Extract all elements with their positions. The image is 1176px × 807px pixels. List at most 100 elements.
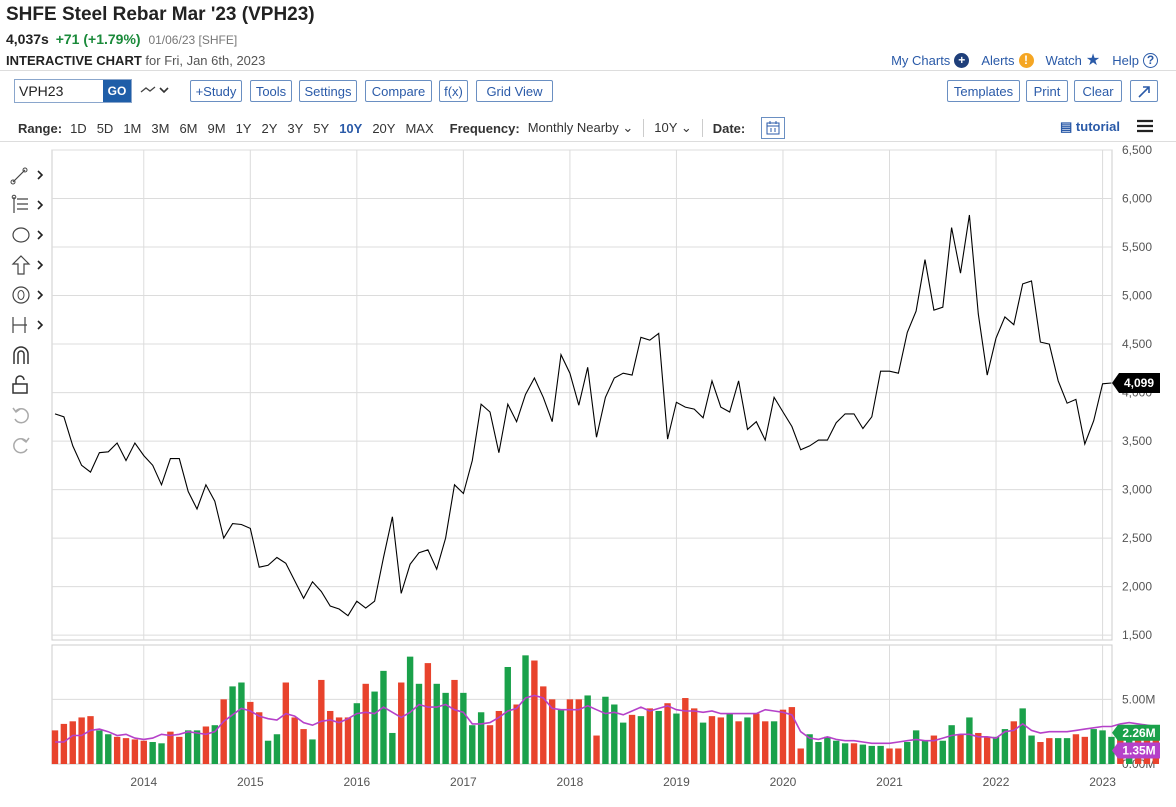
volume-bar <box>1010 721 1017 764</box>
settings-button[interactable]: Settings <box>299 80 357 102</box>
templates-button[interactable]: Templates <box>947 80 1020 102</box>
clear-button[interactable]: Clear <box>1074 80 1122 102</box>
x-tick-label: 2016 <box>343 775 370 789</box>
expand-button[interactable] <box>1130 80 1158 102</box>
range-button-10y[interactable]: 10Y <box>339 120 363 136</box>
compare-button[interactable]: Compare <box>365 80 432 102</box>
label-tool[interactable] <box>10 284 44 306</box>
fib-tool[interactable] <box>10 194 44 216</box>
volume-bar <box>78 717 85 764</box>
fx-button[interactable]: f(x) <box>439 80 468 102</box>
range-button-1d[interactable]: 1D <box>70 120 87 136</box>
volume-bar <box>380 670 387 764</box>
tutorial-link[interactable]: ▤ tutorial <box>1060 119 1120 134</box>
symbol-input[interactable] <box>15 80 103 102</box>
go-button[interactable]: GO <box>103 80 131 102</box>
redo-tool[interactable] <box>10 434 44 456</box>
magnet-tool[interactable] <box>10 344 44 366</box>
range-button-3m[interactable]: 3M <box>151 120 170 136</box>
chart-type-dropdown[interactable] <box>140 82 172 101</box>
volume-bar <box>815 742 822 764</box>
volume-bar <box>735 721 742 764</box>
range-button-9m[interactable]: 9M <box>207 120 226 136</box>
volume-bar <box>140 740 147 764</box>
shape-tool[interactable] <box>10 224 44 246</box>
volume-bar <box>406 656 414 764</box>
volume-bar <box>983 736 991 764</box>
undo-tool[interactable] <box>10 404 44 426</box>
volume-bar <box>300 729 307 764</box>
range-button-1m[interactable]: 1M <box>123 120 142 136</box>
divider <box>643 119 645 137</box>
range-button-20y[interactable]: 20Y <box>372 120 396 136</box>
volume-bar <box>220 699 227 764</box>
volume-bar <box>486 725 494 764</box>
volume-average-tag-label: 1.35M <box>1122 744 1155 758</box>
price-tick-label: 1,500 <box>1122 628 1152 642</box>
volume-bar <box>229 686 236 764</box>
volume-bar <box>398 682 405 764</box>
alerts-link[interactable]: Alerts! <box>981 52 1034 68</box>
my-charts-link[interactable]: My Charts + <box>891 52 970 68</box>
volume-bar <box>87 716 94 764</box>
volume-bar <box>273 734 281 764</box>
volume-bar <box>1081 736 1089 764</box>
tools-button[interactable]: Tools <box>250 80 292 102</box>
volume-bar <box>628 714 636 764</box>
range-button-3y[interactable]: 3Y <box>287 120 304 136</box>
volume-bar <box>637 716 645 764</box>
price-tick-label: 3,000 <box>1122 483 1152 497</box>
volume-bar <box>51 730 59 764</box>
range-button-6m[interactable]: 6M <box>179 120 198 136</box>
volume-bar <box>682 698 689 764</box>
x-tick-label: 2022 <box>983 775 1010 789</box>
calendar-button[interactable] <box>761 117 786 139</box>
volume-bar <box>646 708 654 764</box>
measure-tool[interactable] <box>10 314 44 336</box>
volume-bar <box>327 710 334 764</box>
volume-bar <box>904 742 911 764</box>
grid-view-button[interactable]: Grid View <box>476 80 553 102</box>
volume-bar <box>131 739 139 764</box>
range-button-1y[interactable]: 1Y <box>235 120 252 136</box>
volume-bar <box>1099 730 1106 764</box>
volume-bar <box>877 745 884 764</box>
frequency-dropdown[interactable]: Monthly Nearby ⌄ <box>527 120 634 135</box>
volume-bar <box>921 740 929 764</box>
volume-bar <box>939 740 946 764</box>
frequency-label: Frequency: <box>449 120 520 136</box>
volume-bar <box>460 692 467 764</box>
volume-bar <box>167 731 174 764</box>
lock-icon <box>12 375 28 394</box>
volume-bar <box>433 683 440 764</box>
volume-bar <box>548 699 556 764</box>
volume-bar <box>291 717 298 764</box>
x-tick-label: 2017 <box>450 775 477 789</box>
volume-bar <box>1108 736 1115 764</box>
watch-link[interactable]: Watch ★ <box>1045 52 1101 69</box>
for-date: for Fri, Jan 6th, 2023 <box>145 53 266 68</box>
volume-bar <box>1001 729 1009 764</box>
volume-tag-label: 2.26M <box>1122 726 1155 740</box>
help-link[interactable]: Help? <box>1112 52 1158 68</box>
header-divider <box>0 70 1176 71</box>
arrow-tool[interactable] <box>10 254 44 276</box>
volume-bar <box>575 699 582 764</box>
volume-bar <box>788 707 796 764</box>
volume-bar <box>335 717 343 764</box>
print-button[interactable]: Print <box>1026 80 1068 102</box>
price-plot-frame <box>51 149 1113 641</box>
plus-circle-icon: + <box>954 52 970 68</box>
volume-bar <box>708 716 716 764</box>
range-button-5d[interactable]: 5D <box>96 120 114 136</box>
range-button-2y[interactable]: 2Y <box>261 120 278 136</box>
lock-tool[interactable] <box>10 374 44 396</box>
line-tool[interactable] <box>10 164 44 186</box>
menu-icon[interactable] <box>1137 119 1153 138</box>
range-button-5y[interactable]: 5Y <box>313 120 330 136</box>
study-button[interactable]: +Study <box>190 80 242 102</box>
volume-bar <box>238 682 245 764</box>
range-button-max[interactable]: MAX <box>405 120 434 136</box>
period-dropdown[interactable]: 10Y ⌄ <box>654 120 692 135</box>
